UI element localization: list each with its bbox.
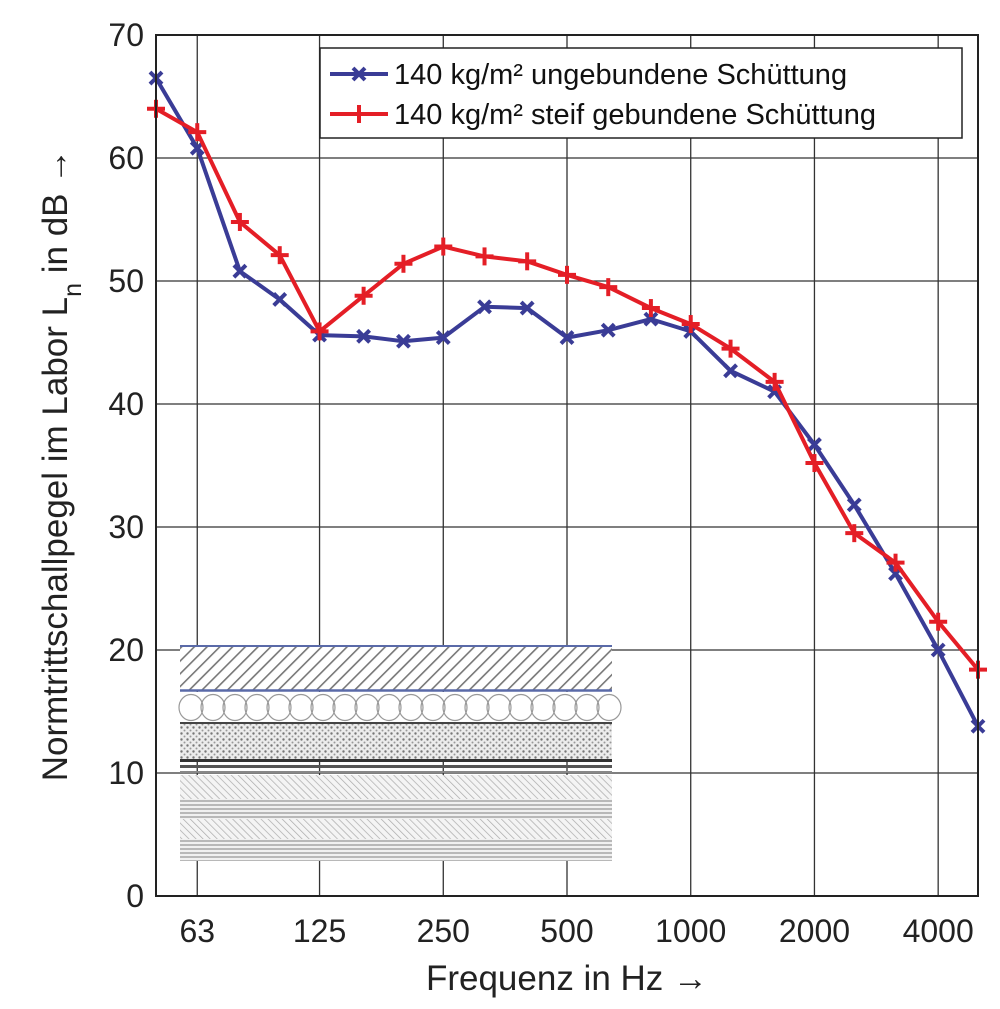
data-point xyxy=(845,524,864,543)
insulation-cell xyxy=(398,693,424,722)
legend-entry-1: 140 kg/m² steif gebundene Schüttung xyxy=(330,99,876,131)
data-point xyxy=(434,237,453,256)
concrete-layer-1 xyxy=(180,775,612,799)
y-axis-label-main: Normtrittschallpegel im Labor L xyxy=(36,297,75,781)
y-tick-label: 70 xyxy=(108,17,144,53)
data-point xyxy=(559,330,575,345)
data-point xyxy=(394,254,413,273)
x-tick-label: 125 xyxy=(293,913,346,949)
y-axis-label: Normtrittschallpegel im Labor Ln in dB → xyxy=(36,149,87,782)
data-point xyxy=(477,299,492,315)
concrete-layer-2 xyxy=(180,799,612,819)
series-layer xyxy=(147,70,987,734)
x-tick-labels: 63 125 250 500 1000 2000 4000 xyxy=(179,913,973,949)
data-point xyxy=(558,265,576,284)
insulation-cell xyxy=(530,693,556,722)
data-point xyxy=(846,497,862,513)
data-point xyxy=(599,278,618,297)
insulation-cell xyxy=(310,693,336,722)
data-point xyxy=(519,300,535,316)
concrete-layer-3 xyxy=(180,819,612,839)
data-point xyxy=(765,372,784,391)
data-point xyxy=(188,123,207,142)
data-point xyxy=(435,330,451,345)
slab-line-top xyxy=(180,759,612,762)
data-point xyxy=(270,246,289,265)
legend-box xyxy=(319,47,963,139)
y-tick-label: 30 xyxy=(108,509,144,545)
data-point xyxy=(518,252,537,271)
data-point xyxy=(721,339,740,358)
insulation-cell xyxy=(442,693,468,722)
x-axis-label: Frequenz in Hz → xyxy=(426,959,708,998)
data-point xyxy=(310,322,329,341)
x-tick-label: 63 xyxy=(179,913,215,949)
data-point xyxy=(232,263,248,279)
y-axis-label-subscript: n xyxy=(59,283,87,297)
legend-label: 140 kg/m² ungebundene Schüttung xyxy=(394,59,847,91)
y-tick-label: 10 xyxy=(108,755,144,791)
insulation-cell xyxy=(178,693,204,722)
series-1 xyxy=(147,99,987,679)
insulation-cell xyxy=(464,693,490,722)
insulation-cell xyxy=(552,693,578,722)
data-point xyxy=(930,642,946,658)
data-point xyxy=(600,322,616,338)
data-point xyxy=(641,299,660,318)
x-tick-label: 500 xyxy=(540,913,593,949)
legend-label: 140 kg/m² steif gebundene Schüttung xyxy=(394,99,876,131)
insulation-cell xyxy=(266,693,292,722)
legend-swatch-marker xyxy=(350,105,368,123)
y-tick-label: 50 xyxy=(108,263,144,299)
plot-frame xyxy=(155,34,979,897)
y-tick-label: 20 xyxy=(108,632,144,668)
fill-layer xyxy=(180,724,612,759)
data-point xyxy=(354,286,373,305)
insulation-cell xyxy=(288,693,314,722)
screed-layer xyxy=(180,646,612,690)
x-tick-label: 1000 xyxy=(655,913,726,949)
y-tick-label: 60 xyxy=(108,140,144,176)
insulation-cell xyxy=(244,693,270,722)
slab-line-2 xyxy=(180,765,612,768)
insulation-cell xyxy=(486,693,512,722)
insulation-cell xyxy=(354,693,380,722)
concrete-layer-4 xyxy=(180,839,612,861)
legend-entry-0: 140 kg/m² ungebundene Schüttung xyxy=(330,59,847,91)
insulation-cell xyxy=(332,693,358,722)
insulation-cells xyxy=(178,693,622,722)
data-point xyxy=(356,328,372,344)
data-point xyxy=(723,363,738,379)
insulation-cell xyxy=(596,693,622,722)
legend-swatch-marker xyxy=(351,66,367,82)
legend: 140 kg/m² ungebundene Schüttung 140 kg/m²… xyxy=(319,47,963,139)
floor-construction-illustration xyxy=(178,645,622,861)
x-tick-label: 4000 xyxy=(903,913,974,949)
slab-line-3 xyxy=(180,771,612,773)
insulation-cell xyxy=(222,693,248,722)
insulation-cell xyxy=(200,693,226,722)
y-tick-label: 40 xyxy=(108,386,144,422)
insulation-cell xyxy=(420,693,446,722)
y-tick-label: 0 xyxy=(126,878,144,914)
data-point xyxy=(886,553,905,572)
data-point xyxy=(681,315,700,334)
data-point xyxy=(643,311,659,327)
data-point xyxy=(230,212,249,231)
x-tick-label: 2000 xyxy=(779,913,850,949)
y-tick-labels: 0 10 20 30 40 50 60 70 xyxy=(108,17,144,914)
data-point xyxy=(475,247,494,266)
data-point xyxy=(396,333,411,349)
y-axis-label-suffix: in dB → xyxy=(36,149,75,283)
data-point xyxy=(929,612,948,631)
data-point xyxy=(272,292,288,307)
data-point xyxy=(805,454,824,473)
insulation-cell xyxy=(508,693,534,722)
insulation-cell xyxy=(574,693,600,722)
insulation-cell xyxy=(376,693,402,722)
data-point xyxy=(807,437,822,453)
x-tick-label: 250 xyxy=(417,913,470,949)
